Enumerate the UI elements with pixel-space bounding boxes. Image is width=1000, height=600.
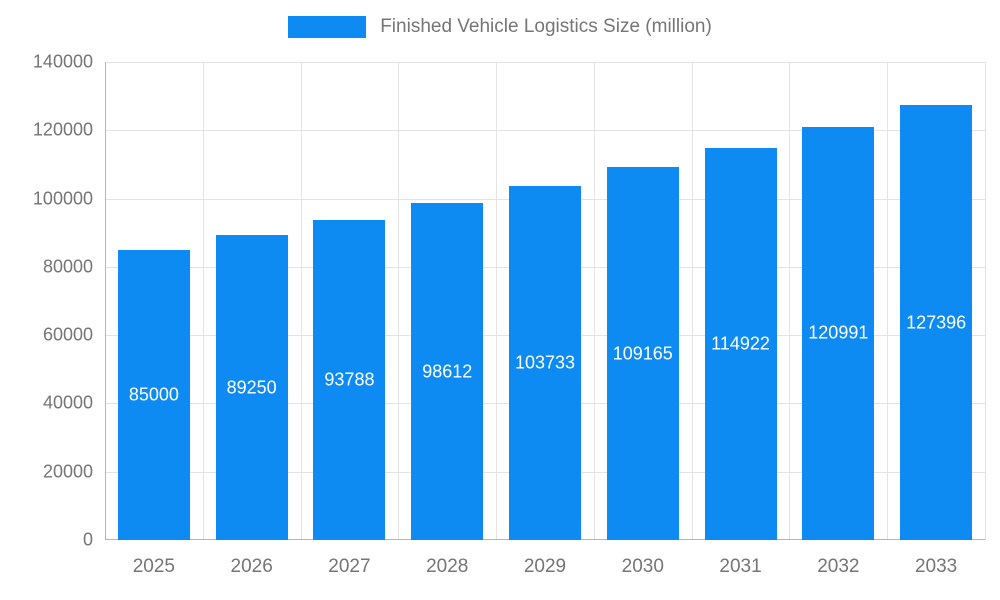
legend-swatch (288, 16, 367, 38)
y-axis-tick-label: 40000 (42, 392, 93, 413)
y-axis-tick-label: 20000 (42, 461, 93, 482)
y-axis-tick-label: 80000 (42, 256, 93, 277)
bar: 120991 (802, 126, 875, 540)
horizontal-gridline (105, 62, 985, 63)
y-axis-line (105, 62, 106, 540)
x-axis-label: 2026 (230, 556, 273, 577)
vertical-gridline (789, 62, 791, 540)
x-axis-label: 2030 (621, 556, 664, 577)
y-axis-tick-label: 140000 (32, 51, 93, 72)
bar-value-label: 85000 (128, 384, 179, 405)
bar: 93788 (313, 219, 386, 540)
vertical-gridline (985, 62, 986, 540)
bar: 114922 (704, 147, 777, 540)
x-axis-label: 2031 (719, 556, 762, 577)
vertical-gridline (496, 62, 498, 540)
bar-value-label: 103733 (514, 352, 576, 373)
y-axis-tick-label: 120000 (32, 119, 93, 140)
x-axis-label: 2025 (132, 556, 176, 577)
x-axis-label: 2028 (426, 556, 469, 577)
bar: 98612 (411, 203, 484, 540)
bar: 89250 (215, 235, 288, 540)
bar: 85000 (117, 249, 190, 540)
y-axis-tick-label: 0 (82, 529, 93, 550)
bar: 127396 (900, 105, 973, 540)
x-axis-label: 2033 (914, 556, 958, 577)
plot-area: 0 20000 40000 60000 80000 100000 120000 140000 8… (33, 52, 986, 577)
bar-value-label: 120991 (808, 322, 869, 343)
vertical-gridline (300, 62, 302, 540)
vertical-gridline (593, 62, 595, 540)
chart-legend: Finished Vehicle Logistics Size (million… (0, 16, 1000, 38)
legend-label: Finished Vehicle Logistics Size (million… (380, 16, 712, 37)
x-axis-label: 2027 (328, 556, 371, 577)
bar-value-label: 93788 (324, 369, 375, 390)
bar-value-label: 109165 (612, 343, 673, 364)
bar-value-label: 89250 (226, 377, 277, 398)
vertical-gridline (202, 62, 204, 540)
bar-value-label: 98612 (422, 361, 473, 382)
y-axis-tick-label: 60000 (42, 324, 93, 345)
bar: 109165 (606, 167, 679, 540)
bar: 103733 (509, 185, 581, 540)
vertical-gridline (691, 62, 693, 540)
bar-value-label: 114922 (711, 333, 770, 354)
x-axis-label: 2029 (523, 556, 567, 577)
bar-value-label: 127396 (906, 312, 967, 332)
horizontal-gridline (105, 130, 985, 132)
vertical-gridline (398, 62, 400, 540)
y-axis-tick-label: 100000 (32, 188, 93, 209)
x-axis-label: 2032 (817, 556, 860, 577)
vertical-gridline (887, 62, 889, 540)
